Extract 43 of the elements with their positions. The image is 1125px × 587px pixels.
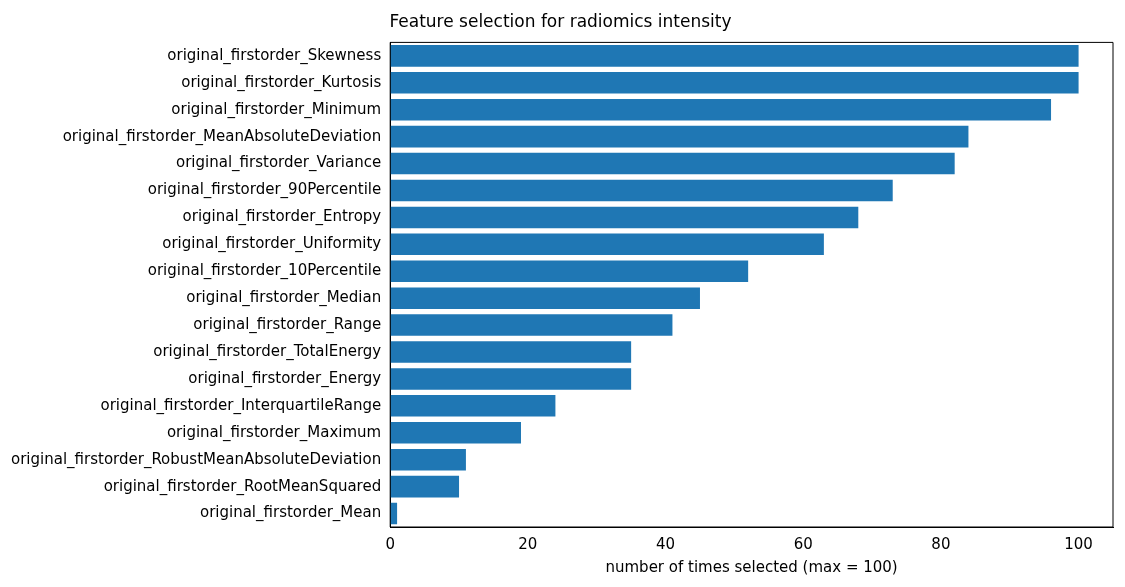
y-tick-label: original_firstorder_Uniformity (162, 234, 382, 254)
y-tick-label: original_firstorder_Maximum (166, 422, 382, 442)
y-tick-label: original_firstorder_Kurtosis (181, 72, 382, 92)
y-tick-label: original_firstorder_Mean (199, 503, 382, 523)
bar (390, 98, 1052, 121)
y-tick-label: original_firstorder_Variance (176, 153, 382, 173)
bar (390, 341, 632, 363)
x-tick-label: 20 (518, 534, 538, 553)
bar (390, 72, 1079, 94)
bar (390, 475, 460, 498)
y-tick-label: original_firstorder_TotalEnergy (153, 341, 382, 361)
y-tick-label: original_firstorder_90Percentile (147, 180, 382, 200)
y-tick-label: original_firstorder_RobustMeanAbsoluteDeviation (11, 449, 382, 469)
x-tick-label: 40 (656, 534, 676, 553)
y-tick-label: original_firstorder_MeanAbsoluteDeviation (62, 126, 382, 146)
bar (390, 368, 632, 390)
x-tick-label: 60 (793, 534, 813, 553)
bar (390, 45, 1079, 67)
bar (390, 448, 466, 471)
bar (390, 422, 521, 444)
x-tick-label: 0 (385, 534, 395, 553)
y-tick-label: original_firstorder_RootMeanSquared (103, 476, 382, 496)
y-tick-label: original_firstorder_InterquartileRange (100, 395, 382, 415)
x-tick-label: 80 (931, 534, 951, 553)
bar (390, 125, 969, 148)
y-tick-label: original_firstorder_Energy (188, 368, 382, 388)
bar (390, 260, 749, 283)
y-tick-label: original_firstorder_Range (193, 314, 382, 334)
bar (390, 179, 893, 202)
bar (390, 314, 673, 336)
y-tick-label: original_firstorder_Skewness (167, 45, 382, 65)
bar (390, 287, 700, 309)
y-tick-label: original_firstorder_Median (186, 288, 382, 308)
y-tick-label: original_firstorder_10Percentile (147, 261, 382, 281)
chart-title: Feature selection for radiomics intensity (389, 10, 732, 31)
y-tick-label: original_firstorder_Entropy (182, 207, 382, 227)
bar (390, 233, 824, 256)
bar (390, 206, 859, 229)
bar (390, 395, 556, 417)
bar (390, 152, 955, 175)
x-axis-title: number of times selected (max = 100) (605, 557, 898, 576)
x-tick-label: 100 (1064, 534, 1093, 553)
y-tick-label: original_firstorder_Minimum (171, 99, 382, 119)
